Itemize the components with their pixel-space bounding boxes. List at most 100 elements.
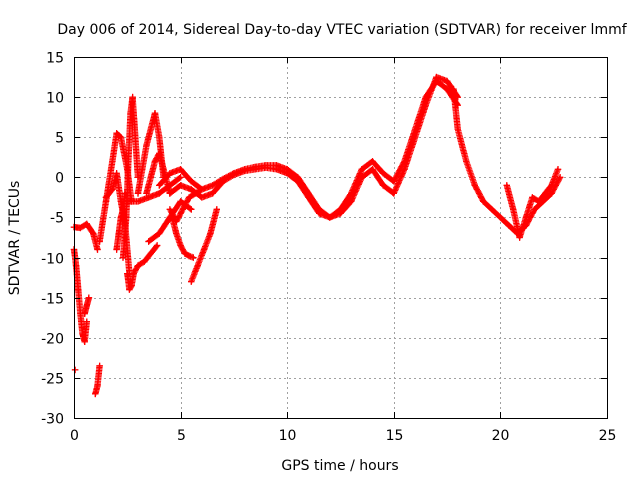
data-point [127, 110, 134, 117]
series-track-d [71, 366, 79, 374]
data-point [379, 170, 387, 177]
data-point [173, 230, 180, 237]
data-point [463, 158, 470, 165]
data-point [145, 238, 152, 245]
data-point [194, 262, 201, 269]
data-point [188, 186, 195, 193]
data-point [71, 366, 79, 374]
data-point [117, 134, 125, 141]
y-tick-label: 0 [55, 171, 64, 187]
data-point [198, 186, 206, 193]
data-point [542, 190, 549, 197]
y-tick-label: 15 [46, 51, 64, 67]
data-point [96, 238, 103, 245]
data-point [156, 182, 163, 189]
data-point [83, 302, 90, 309]
data-point [156, 150, 163, 157]
y-tick-label: -30 [41, 412, 64, 428]
data-point [390, 178, 397, 185]
data-point [326, 214, 333, 221]
series-track-p [166, 73, 461, 221]
data-point [207, 230, 214, 237]
axis-ticks [74, 57, 608, 419]
grid-lines [74, 57, 607, 418]
data-point [166, 190, 174, 197]
data-point [139, 166, 146, 173]
data-point [503, 182, 510, 189]
x-tick-label: 10 [279, 428, 297, 444]
data-point [166, 170, 174, 177]
data-point [262, 164, 270, 171]
data-point [497, 214, 504, 221]
data-point [72, 262, 80, 269]
data-point [166, 206, 174, 213]
data-point [316, 210, 323, 217]
marker-trace [70, 246, 90, 345]
data-point [126, 286, 133, 293]
series-track-m [143, 150, 174, 197]
y-tick-label: 5 [55, 131, 64, 147]
data-point [529, 194, 536, 201]
data-point [556, 174, 564, 181]
data-point [156, 230, 163, 237]
series-track-q [168, 214, 197, 261]
chart-title: Day 006 of 2014, Sidereal Day-to-day VTE… [57, 22, 627, 38]
data-point [134, 198, 142, 205]
data-point [92, 390, 99, 398]
data-point [200, 246, 208, 253]
data-point [85, 294, 93, 301]
data-point [379, 182, 387, 189]
data-point [188, 178, 195, 185]
series-track-u [503, 166, 562, 241]
data-point [153, 242, 161, 249]
data-point [147, 126, 154, 133]
data-point [554, 166, 562, 173]
data-point [190, 254, 197, 261]
data-point [173, 218, 180, 225]
data-point [348, 198, 355, 205]
series-track-s [188, 206, 220, 285]
data-point [147, 174, 154, 181]
tick-labels: 0 5 10 15 20 25 -30 -25 -20 -15 -10 -5 0 5 10 15 [41, 51, 616, 445]
plot-border [74, 57, 608, 419]
data-point [128, 282, 135, 289]
data-point [143, 190, 150, 197]
data-point [124, 270, 131, 277]
data-point [145, 194, 152, 201]
data-point [230, 171, 238, 179]
data-point [109, 158, 116, 165]
data-point [358, 166, 365, 173]
data-point [454, 126, 461, 133]
data-point [156, 134, 163, 141]
data-point [179, 206, 186, 213]
data-point [177, 242, 184, 249]
data-point [422, 101, 429, 109]
series-track-c [81, 294, 93, 317]
data-point [177, 174, 184, 181]
series-track-j [124, 242, 161, 293]
x-tick-label: 0 [70, 428, 79, 444]
data-point [390, 190, 397, 197]
data-point [96, 362, 103, 370]
data-point [90, 230, 97, 237]
data-point [535, 198, 542, 205]
y-tick-label: -20 [41, 332, 64, 348]
data-point [198, 194, 206, 201]
y-axis-label: SDTVAR / TECUs [7, 181, 23, 296]
data-point [160, 166, 167, 173]
data-point [130, 270, 137, 277]
data-point [75, 286, 82, 293]
data-point [488, 206, 496, 213]
data-point [471, 182, 478, 189]
data-point [213, 206, 220, 213]
data-point [522, 214, 530, 221]
data-point [294, 178, 302, 185]
data-point [516, 234, 523, 241]
data-point [209, 190, 216, 197]
data-point [252, 166, 259, 173]
plot-series [70, 73, 564, 398]
data-point [151, 158, 159, 165]
data-point [94, 382, 101, 390]
data-point [548, 182, 555, 189]
data-point [79, 330, 86, 337]
